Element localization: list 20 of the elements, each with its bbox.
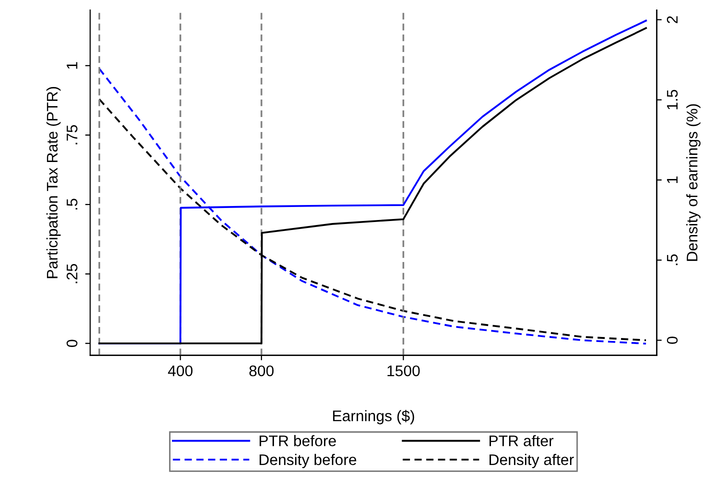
y-tick-label: .25 (66, 264, 78, 284)
legend-label: PTR after (490, 435, 554, 446)
legend-label: PTR before (260, 435, 336, 446)
y2-axis-title: Density of earnings (%) (686, 104, 701, 261)
y-tick-label: 0 (66, 340, 78, 348)
legend-label: Density before (260, 454, 356, 468)
x-axis-title: Earnings ($) (333, 410, 414, 424)
y2-tick-label: 2 (666, 16, 678, 24)
y2-tick-label: 0 (666, 336, 678, 344)
y-tick-label: .5 (66, 198, 78, 210)
x-tick-label: 400 (168, 365, 193, 376)
y-tick-label: 1 (66, 62, 78, 69)
x-tick-label: 800 (249, 365, 274, 376)
y2-tick-label: 1 (667, 176, 678, 184)
y-tick-label: .75 (66, 125, 78, 144)
y2-tick-label: .5 (667, 254, 678, 266)
y-axis-title: Participation Tax Rate (PTR) (46, 86, 61, 278)
x-tick-label: 1500 (388, 365, 420, 376)
legend-label: Density after (490, 454, 574, 468)
y2-tick-label: 1.5 (667, 90, 678, 110)
